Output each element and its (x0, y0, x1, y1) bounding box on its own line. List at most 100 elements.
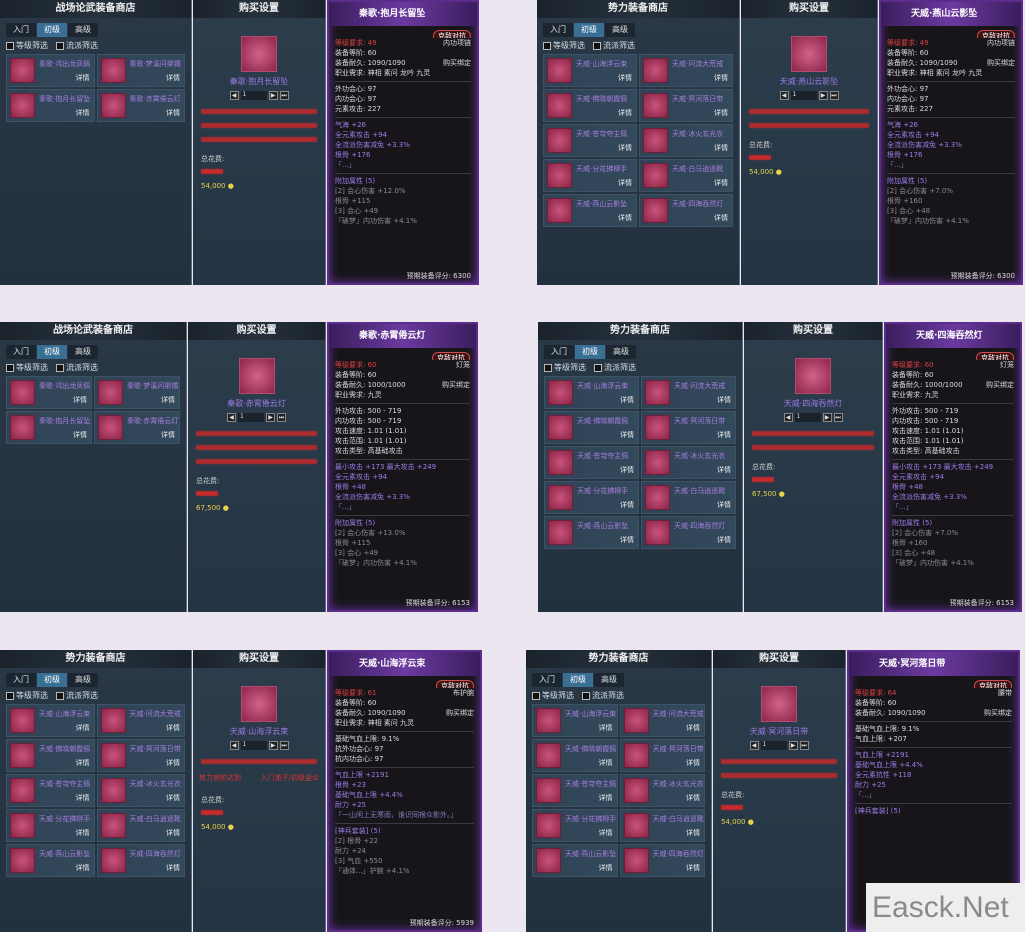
increase-button[interactable]: ▶ (788, 741, 798, 750)
detail-button[interactable]: 详情 (714, 144, 728, 152)
level-filter-checkbox[interactable]: 等级筛选 (6, 40, 48, 51)
checkbox[interactable] (543, 41, 551, 50)
shop-item[interactable]: 天威·白马逍遥靴 详情 (641, 481, 736, 514)
shop-item[interactable]: 天威·燕山云影坠 详情 (532, 844, 618, 877)
decrease-button[interactable]: ◀ (779, 91, 789, 100)
shop-item[interactable]: 天威·山海浮云束 详情 (6, 704, 95, 737)
quantity-input[interactable]: 1 (238, 413, 264, 422)
shop-item[interactable]: 天威·佛晓朝霞佩 详情 (532, 739, 618, 772)
detail-button[interactable]: 详情 (686, 794, 700, 802)
shop-item[interactable]: 秦歌·抱月长留坠 详情 (6, 411, 92, 444)
shop-item[interactable]: 天威·分花拂柳手 详情 (544, 481, 639, 514)
detail-button[interactable]: 详情 (598, 829, 613, 837)
shop-item[interactable]: 天威·冰火玄光衣 详情 (619, 774, 705, 807)
shop-item[interactable]: 天威·白马逍遥靴 详情 (96, 809, 185, 842)
detail-button[interactable]: 详情 (166, 724, 180, 732)
increase-button[interactable]: ▶ (822, 413, 832, 422)
increase-button[interactable]: ▶ (268, 741, 278, 750)
tab-senior[interactable]: 高级 (68, 673, 98, 687)
tab-junior[interactable]: 初级 (575, 345, 605, 359)
max-button[interactable]: ⏭ (279, 741, 289, 750)
checkbox[interactable] (6, 363, 14, 372)
quantity-stepper[interactable]: ◀ 1 ▶ ⏭ (713, 741, 845, 750)
level-filter-checkbox[interactable]: 等级筛选 (543, 40, 585, 51)
quantity-stepper[interactable]: ◀ 1 ▶ ⏭ (193, 741, 325, 750)
shop-item[interactable]: 天威·山海浮云束 详情 (543, 54, 637, 87)
detail-button[interactable]: 详情 (75, 829, 90, 837)
quantity-stepper[interactable]: ◀ 1 ▶ ⏭ (744, 413, 882, 422)
shop-item[interactable]: 天威·四海吞然灯 详情 (619, 844, 705, 877)
detail-button[interactable]: 详情 (73, 396, 87, 404)
shop-item[interactable]: 天威·佛晓朝霞佩 详情 (6, 739, 95, 772)
detail-button[interactable]: 详情 (618, 109, 632, 117)
detail-button[interactable]: 详情 (717, 431, 731, 439)
quantity-stepper[interactable]: ◀ 1 ▶ ⏭ (193, 91, 325, 100)
shop-item[interactable]: 天威·冰火玄光衣 详情 (641, 446, 736, 479)
detail-button[interactable]: 详情 (686, 864, 700, 872)
shop-item[interactable]: 天威·冥河落日带 详情 (96, 739, 185, 772)
shop-item[interactable]: 天威·分花拂柳手 详情 (543, 159, 637, 192)
level-filter-checkbox[interactable]: 等级筛选 (6, 690, 48, 701)
tab-senior[interactable]: 高级 (606, 345, 636, 359)
detail-button[interactable]: 详情 (686, 829, 700, 837)
detail-button[interactable]: 详情 (717, 396, 731, 404)
shop-item[interactable]: 天威·苍穹夺主佩 详情 (544, 446, 639, 479)
shop-item[interactable]: 天威·四海吞然灯 详情 (639, 194, 733, 227)
max-button[interactable]: ⏭ (799, 741, 809, 750)
detail-button[interactable]: 详情 (618, 144, 632, 152)
decrease-button[interactable]: ◀ (229, 741, 239, 750)
detail-button[interactable]: 详情 (598, 794, 613, 802)
shop-item[interactable]: 秦歌·梦溪问渠镯 详情 (96, 54, 185, 87)
school-filter-checkbox[interactable]: 流派筛选 (594, 362, 636, 373)
shop-item[interactable]: 天威·山海浮云束 详情 (544, 376, 639, 409)
detail-button[interactable]: 详情 (73, 431, 87, 439)
tab-junior[interactable]: 初级 (37, 673, 67, 687)
decrease-button[interactable]: ◀ (749, 741, 759, 750)
shop-item[interactable]: 天威·冰火玄光衣 详情 (639, 124, 733, 157)
detail-button[interactable]: 详情 (620, 501, 634, 509)
detail-button[interactable]: 详情 (166, 794, 180, 802)
shop-item[interactable]: 天威·燕山云影坠 详情 (544, 516, 639, 549)
shop-item[interactable]: 天威·四海吞然灯 详情 (96, 844, 185, 877)
detail-button[interactable]: 详情 (714, 214, 728, 222)
quantity-input[interactable]: 1 (790, 91, 817, 100)
school-filter-checkbox[interactable]: 流派筛选 (56, 690, 98, 701)
shop-item[interactable]: 天威·苍穹夺主佩 详情 (532, 774, 618, 807)
tab-junior[interactable]: 初级 (574, 23, 604, 37)
shop-item[interactable]: 天威·分花拂柳手 详情 (532, 809, 618, 842)
max-button[interactable]: ⏭ (279, 91, 289, 100)
detail-button[interactable]: 详情 (598, 724, 613, 732)
detail-button[interactable]: 详情 (75, 794, 90, 802)
detail-button[interactable]: 详情 (717, 536, 731, 544)
shop-item[interactable]: 天威·冰火玄光衣 详情 (96, 774, 185, 807)
detail-button[interactable]: 详情 (75, 74, 90, 82)
shop-item[interactable]: 天威·苍穹夺主佩 详情 (6, 774, 95, 807)
quantity-input[interactable]: 1 (760, 741, 787, 750)
checkbox[interactable] (594, 363, 602, 372)
detail-button[interactable]: 详情 (686, 724, 700, 732)
detail-button[interactable]: 详情 (166, 109, 180, 117)
school-filter-checkbox[interactable]: 流派筛选 (56, 362, 98, 373)
detail-button[interactable]: 详情 (598, 759, 613, 767)
shop-item[interactable]: 天威·苍穹夺主佩 详情 (543, 124, 637, 157)
decrease-button[interactable]: ◀ (229, 91, 239, 100)
shop-item[interactable]: 天威·白马逍遥靴 详情 (639, 159, 733, 192)
max-button[interactable]: ⏭ (833, 413, 843, 422)
checkbox[interactable] (56, 41, 64, 50)
shop-item[interactable]: 天威·问流大荒戒 详情 (96, 704, 185, 737)
shop-item[interactable]: 天威·燕山云影坠 详情 (543, 194, 637, 227)
quantity-stepper[interactable]: ◀ 1 ▶ ⏭ (741, 91, 877, 100)
level-filter-checkbox[interactable]: 等级筛选 (532, 690, 574, 701)
detail-button[interactable]: 详情 (75, 759, 90, 767)
detail-button[interactable]: 详情 (166, 864, 180, 872)
school-filter-checkbox[interactable]: 流派筛选 (582, 690, 624, 701)
detail-button[interactable]: 详情 (618, 179, 632, 187)
shop-item[interactable]: 天威·冥河落日带 详情 (641, 411, 736, 444)
tab-basic[interactable]: 入门 (544, 345, 574, 359)
shop-item[interactable]: 天威·问流大荒戒 详情 (619, 704, 705, 737)
checkbox[interactable] (6, 41, 14, 50)
detail-button[interactable]: 详情 (620, 396, 634, 404)
detail-button[interactable]: 详情 (620, 536, 634, 544)
tab-junior[interactable]: 初级 (37, 345, 67, 359)
increase-button[interactable]: ▶ (266, 413, 275, 422)
